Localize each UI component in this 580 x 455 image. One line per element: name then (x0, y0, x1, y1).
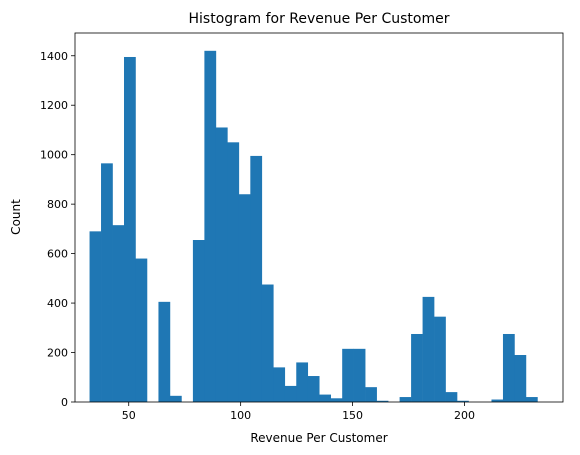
y-tick-label: 1400 (40, 50, 68, 63)
y-tick-label: 1200 (40, 99, 68, 112)
bars-group (89, 50, 538, 403)
histogram-bar (434, 316, 446, 402)
histogram-bar (296, 362, 309, 402)
histogram-bar (422, 296, 435, 402)
x-tick-label: 100 (230, 409, 251, 422)
y-tick-label: 1000 (40, 149, 68, 162)
histogram-bar (445, 392, 458, 402)
histogram-bar (89, 231, 102, 402)
histogram-bar (365, 387, 377, 402)
histogram-bar (491, 399, 504, 402)
histogram-bar (353, 348, 366, 402)
y-tick-label: 400 (47, 297, 68, 310)
y-tick-label: 0 (61, 396, 68, 409)
histogram-bar (514, 355, 527, 402)
histogram-bar (204, 50, 217, 403)
y-axis: 0 200 400 600 800 1000 1200 1400 (40, 50, 75, 409)
y-tick-label: 600 (47, 248, 68, 261)
histogram-bar (169, 395, 182, 402)
histogram-bar (376, 400, 389, 402)
histogram-bar (227, 142, 240, 402)
x-axis-label: Revenue Per Customer (250, 431, 387, 445)
histogram-bar (411, 333, 423, 402)
histogram-bar (101, 163, 113, 402)
histogram-bar (192, 240, 205, 402)
histogram-bar (250, 155, 263, 402)
y-tick-label: 200 (47, 347, 68, 360)
histogram-bar (273, 367, 286, 402)
y-tick-label: 800 (47, 198, 68, 211)
histogram-bar (319, 394, 331, 402)
x-tick-label: 200 (454, 409, 475, 422)
histogram-bar (525, 397, 538, 402)
x-axis: 50 100 150 200 (122, 402, 475, 422)
histogram-bar (124, 56, 136, 403)
histogram-bar (261, 284, 274, 402)
histogram-bar (284, 385, 297, 402)
histogram-bar (457, 400, 469, 402)
x-tick-label: 50 (122, 409, 136, 422)
histogram-bar (342, 348, 354, 402)
histogram-bar (502, 333, 515, 402)
histogram-bar (399, 397, 412, 402)
histogram-bar (238, 194, 251, 402)
plot-frame (74, 32, 564, 403)
chart-title: Histogram for Revenue Per Customer (189, 11, 450, 27)
histogram-bar (135, 258, 148, 402)
histogram-bar (215, 127, 228, 402)
histogram-bar (307, 376, 320, 402)
histogram-bar (112, 225, 125, 402)
x-tick-label: 150 (342, 409, 363, 422)
histogram-bar (158, 301, 171, 402)
y-axis-label: Count (9, 199, 23, 235)
histogram-bar (330, 398, 343, 402)
